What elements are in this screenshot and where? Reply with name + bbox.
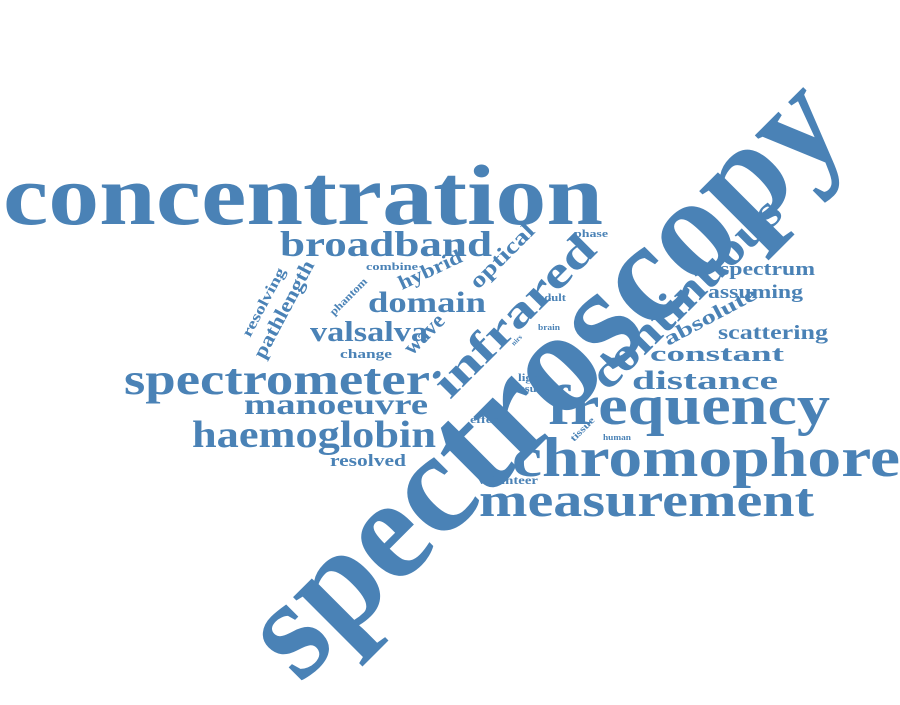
word-scattering: scattering <box>718 322 828 344</box>
word-volunteer: volunteer <box>478 473 539 487</box>
word-frequency: frequency <box>548 375 830 437</box>
word-adult: adult <box>538 293 567 304</box>
word-spectrum: spectrum <box>720 259 815 280</box>
word-chromophore: chromophore <box>512 427 900 489</box>
word-phantom: phantom <box>328 276 370 318</box>
word-result: result <box>514 384 545 395</box>
word-assuming: assuming <box>708 282 804 303</box>
word-valsalva: valsalva <box>310 317 428 348</box>
word-domain: domain <box>368 286 486 319</box>
word-combine: combine <box>366 261 418 273</box>
word-measurement: measurement <box>479 474 814 527</box>
word-resolved: resolved <box>330 451 407 470</box>
word-haemoglobin: haemoglobin <box>192 414 436 456</box>
word-phase: phase <box>574 228 608 240</box>
word-light: light <box>518 372 544 384</box>
word-effect: effect <box>470 414 503 426</box>
word-concentration: concentration <box>3 147 603 243</box>
word-constant: constant <box>650 341 785 366</box>
word-broadband: broadband <box>280 224 492 264</box>
word-manoeuvre: manoeuvre <box>244 388 428 421</box>
word-distance: distance <box>632 366 778 395</box>
word-change: change <box>340 346 392 361</box>
word-human: human <box>603 433 632 442</box>
word-spectrometer: spectrometer <box>124 355 430 404</box>
word-cloud-words: spectroscopy concentration chromophore m… <box>3 42 900 705</box>
word-brain: brain <box>538 323 561 332</box>
